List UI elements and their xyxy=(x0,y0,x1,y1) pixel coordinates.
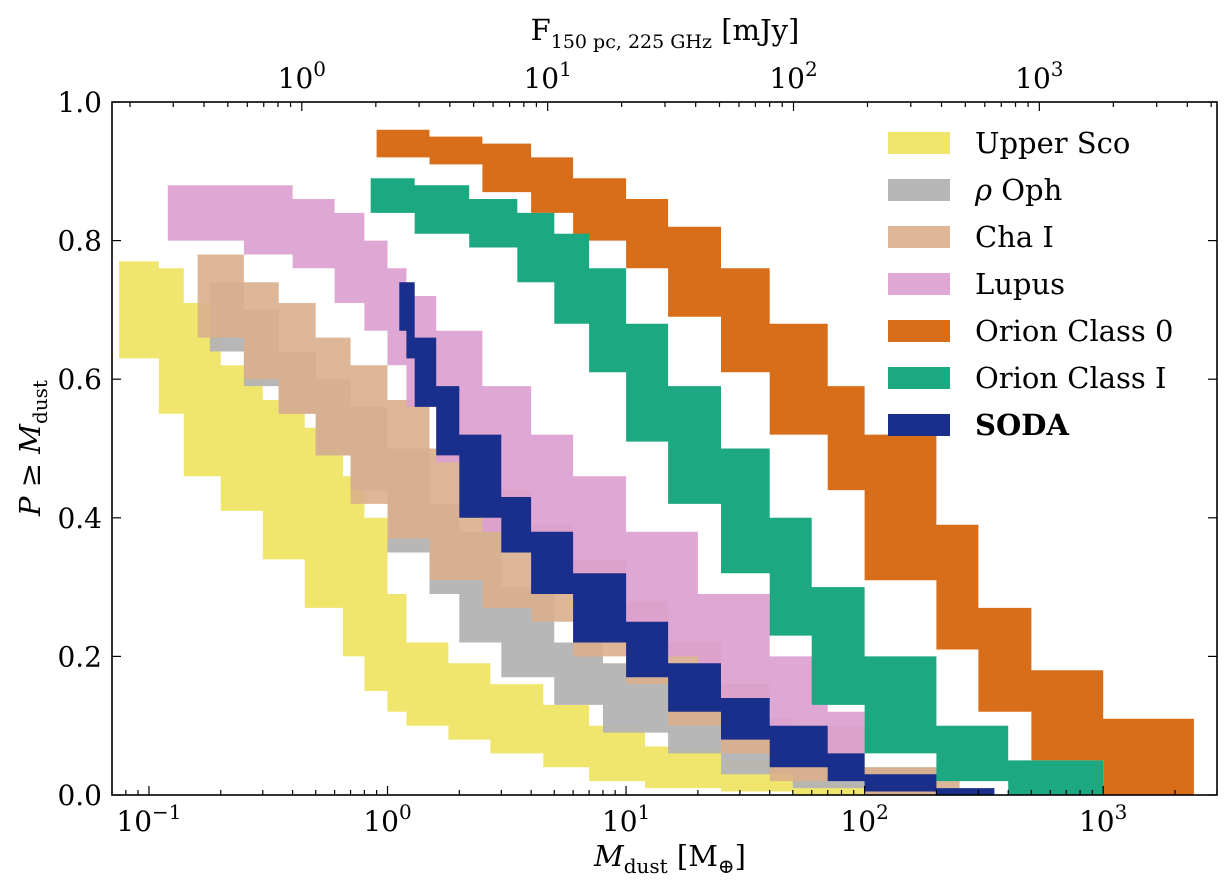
top-tick-label: 100 xyxy=(278,57,326,95)
legend-item-rho-oph: ρ Oph xyxy=(888,173,1062,207)
legend-label: Lupus xyxy=(975,267,1065,301)
legend-label: ρ Oph xyxy=(974,173,1062,207)
y-tick-label: 0.6 xyxy=(57,363,102,396)
x-tick-label: 103 xyxy=(1079,800,1127,838)
legend-label: Upper Sco xyxy=(975,126,1130,160)
x-tick-label: 101 xyxy=(602,800,650,838)
top-tick-label: 102 xyxy=(769,57,817,95)
legend-item-lupus: Lupus xyxy=(888,267,1065,301)
legend-swatch xyxy=(888,226,950,248)
legend-item-cha-i: Cha I xyxy=(888,220,1054,254)
band-soda xyxy=(399,282,995,795)
x-tick-label: 102 xyxy=(840,800,888,838)
series-bands xyxy=(119,129,1194,795)
legend-swatch xyxy=(888,132,950,154)
legend-item-soda: SODA xyxy=(888,408,1069,442)
legend: Upper Sco ρ Oph Cha I Lupus Orion Class 0 Ori… xyxy=(888,126,1173,442)
top-tick-label: 103 xyxy=(1015,57,1063,95)
y-tick-label: 1.0 xyxy=(57,86,102,119)
legend-swatch xyxy=(888,273,950,295)
legend-label: Orion Class I xyxy=(975,361,1166,395)
y-tick-label: 0.8 xyxy=(57,225,102,258)
band-rho-oph xyxy=(209,282,937,795)
legend-item-orion-class-i: Orion Class I xyxy=(888,361,1166,395)
band-orion-class-0 xyxy=(376,129,1194,795)
axis-ticks: 10−1 100 101 102 103 100 101 102 103 0.0 0.2 0.4 0.6… xyxy=(57,57,1218,838)
band-upper-sco xyxy=(119,261,865,795)
x-axis-label: Mdust [M⊕] xyxy=(593,839,746,878)
top-tick-label: 101 xyxy=(523,57,571,95)
band-lupus xyxy=(167,185,865,782)
legend-item-upper-sco: Upper Sco xyxy=(888,126,1130,160)
top-axis-label: F150 pc, 225 GHz [mJy] xyxy=(531,13,800,53)
band-cha-i xyxy=(197,254,960,795)
x-tick-label: 100 xyxy=(363,800,411,838)
legend-item-orion-class-0: Orion Class 0 xyxy=(888,314,1173,348)
legend-label: Orion Class 0 xyxy=(975,314,1173,348)
y-tick-label: 0.2 xyxy=(57,640,102,673)
legend-swatch xyxy=(888,367,950,389)
y-tick-label: 0.4 xyxy=(57,502,102,535)
x-tick-label: 10−1 xyxy=(116,800,181,838)
y-tick-label: 0.0 xyxy=(57,779,102,812)
legend-label: SODA xyxy=(975,408,1069,442)
y-axis-label: P ≥ Mdust xyxy=(13,380,52,517)
band-orion-class-i xyxy=(370,178,1104,795)
legend-swatch xyxy=(888,414,950,436)
legend-swatch xyxy=(888,179,950,201)
legend-label: Cha I xyxy=(975,220,1054,254)
legend-swatch xyxy=(888,320,950,342)
